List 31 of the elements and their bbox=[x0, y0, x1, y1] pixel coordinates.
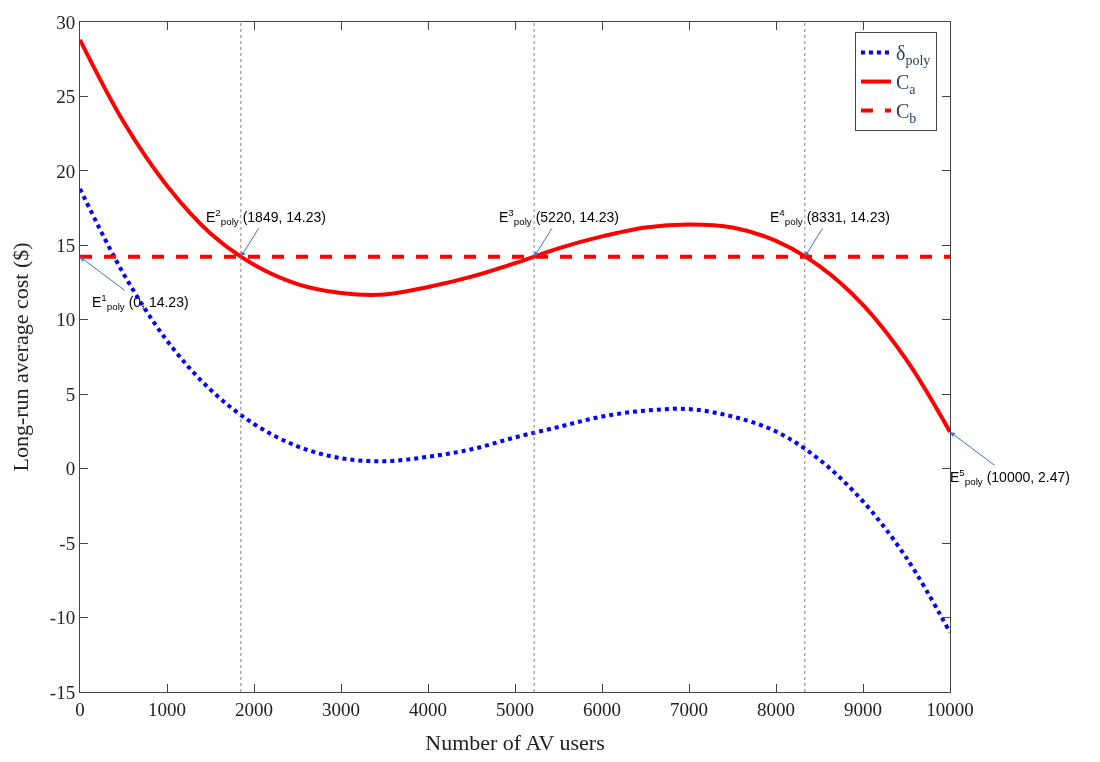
x-tick-label: 3000 bbox=[322, 698, 360, 720]
y-tick-label: -5 bbox=[59, 532, 76, 554]
annotation: E$^{5}$$_{poly}$ (10000, 2.47) bbox=[950, 467, 1070, 487]
x-tick-label: 7000 bbox=[670, 698, 708, 720]
x-tick-label: 2000 bbox=[235, 698, 273, 720]
x-tick-label: 9000 bbox=[844, 698, 882, 720]
x-tick-label: 1000 bbox=[148, 698, 186, 720]
legend-label: C$_{a}$ bbox=[895, 71, 917, 97]
y-tick-label: 20 bbox=[56, 160, 76, 182]
x-tick-label: 8000 bbox=[757, 698, 795, 720]
annotation: E$^{3}$$_{poly}$ (5220, 14.23) bbox=[499, 207, 619, 227]
y-tick-label: 25 bbox=[56, 86, 76, 108]
y-tick-label: 5 bbox=[65, 383, 76, 405]
y-tick-label: 30 bbox=[56, 11, 76, 33]
y-tick-label: -10 bbox=[49, 607, 76, 629]
y-tick-label: -15 bbox=[49, 681, 76, 703]
legend-label: δ$_{poly}$ bbox=[895, 42, 931, 68]
annotation: E$^{1}$$_{poly}$ (0, 14.23) bbox=[92, 292, 189, 312]
line-series bbox=[80, 186, 950, 635]
x-tick-label: 10000 bbox=[926, 698, 974, 720]
x-tick-label: 5000 bbox=[496, 698, 534, 720]
annotation: E$^{2}$$_{poly}$ (1849, 14.23) bbox=[206, 207, 326, 227]
x-tick-label: 6000 bbox=[583, 698, 621, 720]
y-tick-label: 10 bbox=[56, 309, 76, 331]
y-axis-title: Long-run average cost ($) bbox=[7, 242, 33, 472]
y-tick-label: 0 bbox=[65, 458, 76, 480]
x-tick-label: 4000 bbox=[409, 698, 447, 720]
y-tick-label: 15 bbox=[56, 234, 76, 256]
legend-label: C$_{b}$ bbox=[895, 100, 917, 126]
x-axis-title: Number of AV users bbox=[425, 729, 605, 755]
annotation: E$^{4}$$_{poly}$ (8331, 14.23) bbox=[770, 207, 890, 227]
